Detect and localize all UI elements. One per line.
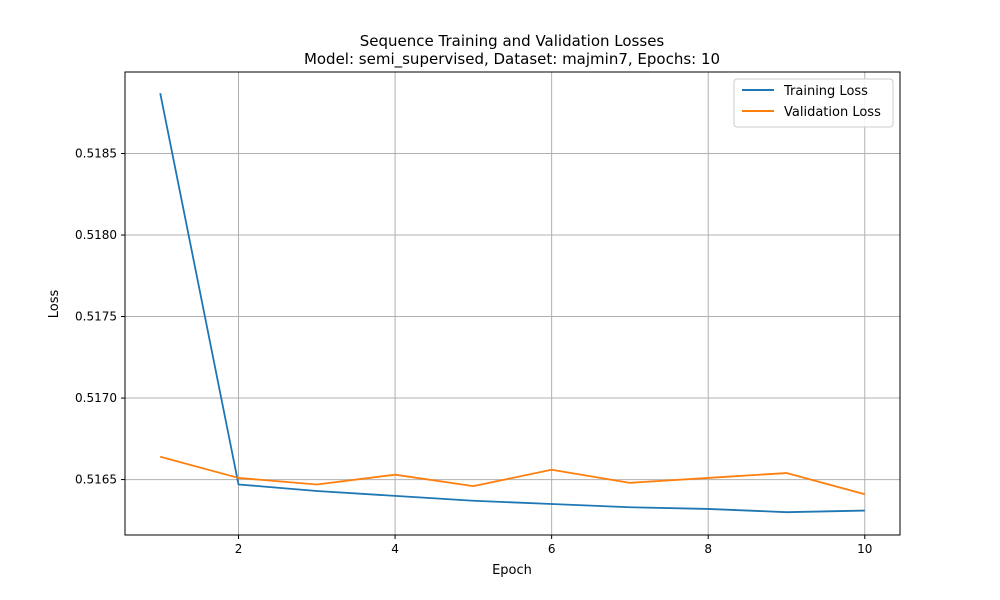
x-tick-label: 6 [548, 542, 556, 556]
grid [125, 72, 900, 535]
legend-label-validation-loss: Validation Loss [784, 105, 881, 120]
x-tick-label: 10 [857, 542, 872, 556]
x-axis-label: Epoch [492, 563, 532, 578]
chart-subtitle: Model: semi_supervised, Dataset: majmin7… [304, 50, 720, 69]
y-tick-label: 0.5170 [75, 391, 117, 405]
series-line-training-loss [159, 93, 865, 514]
axis-ticks: 2 4 6 8 10 0.5165 0.5170 0.5175 0.5180 0.5185 [75, 147, 872, 556]
x-tick-label: 2 [235, 542, 243, 556]
x-tick-label: 4 [391, 542, 399, 556]
y-tick-label: 0.5185 [75, 147, 117, 161]
plot-area-frame [124, 71, 901, 536]
y-tick-label: 0.5175 [75, 310, 117, 324]
y-tick-label: 0.5165 [75, 473, 117, 487]
x-tick-label: 8 [704, 542, 712, 556]
y-axis-label: Loss [47, 290, 62, 319]
series-lines [159, 93, 866, 514]
legend-label-training-loss: Training Loss [783, 84, 868, 99]
chart-title: Sequence Training and Validation Losses [360, 32, 665, 50]
legend: Training Loss Validation Loss [733, 78, 894, 128]
series-line-validation-loss [159, 455, 866, 496]
y-tick-label: 0.5180 [75, 228, 117, 242]
